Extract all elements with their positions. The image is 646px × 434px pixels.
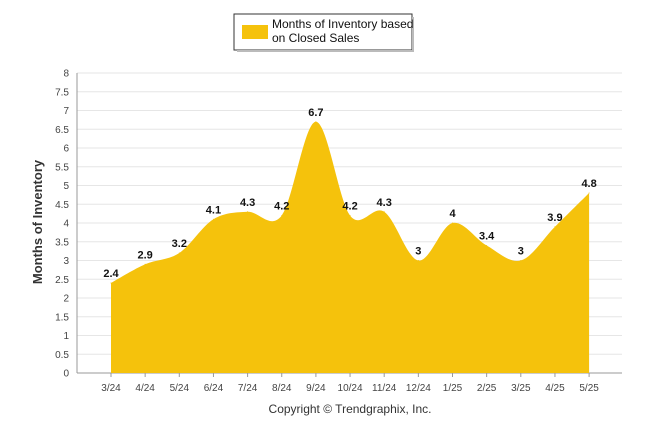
y-tick-label: 6 [63,144,69,155]
data-label: 3.2 [172,238,187,250]
data-label: 3 [518,246,524,258]
y-tick-label: 3 [63,256,69,267]
legend-swatch [242,25,268,39]
data-label: 4.2 [274,201,289,213]
y-tick-label: 5.5 [55,162,69,173]
y-axis-title: Months of Inventory [30,159,45,284]
x-tick-label: 4/25 [545,383,565,394]
y-tick-labels: 0 0.5 1 1.5 2 2.5 3 3.5 4 4.5 5 5.5 6 6.5 7 7.5 8 [55,69,69,380]
data-point [588,192,590,194]
copyright-credit: Copyright © Trendgraphix, Inc. [269,402,432,416]
data-label: 3.4 [479,231,495,243]
data-point [178,252,180,254]
data-label: 4.1 [206,204,221,216]
data-label: 3.9 [547,212,562,224]
y-tick-label: 8 [63,69,69,80]
data-point [520,260,522,261]
y-tick-label: 5 [63,181,69,192]
data-point [349,215,351,216]
area-series [111,121,590,373]
x-tick-label: 8/24 [272,383,292,394]
legend-line-1: Months of Inventory based [272,17,413,31]
data-label: 4.2 [342,201,357,213]
data-label: 4.3 [377,197,392,209]
y-tick-label: 1.5 [55,312,69,323]
legend-line-2: on Closed Sales [272,31,359,45]
x-tick-label: 11/24 [372,383,397,394]
x-tick-label: 10/24 [338,383,363,394]
data-point [247,211,249,213]
data-point [452,222,453,224]
y-tick-label: 3.5 [55,237,69,248]
x-tick-label: 1/25 [443,383,463,394]
data-label: 2.4 [103,268,119,280]
y-tick-label: 7 [63,106,69,117]
legend-box-shadow [412,17,414,52]
y-tick-label: 4 [63,219,69,230]
data-point [383,211,385,213]
x-tick-label: 7/24 [238,383,258,394]
x-tick-label: 5/25 [579,383,599,394]
data-label: 3 [415,246,421,258]
x-tick-label: 9/24 [306,383,326,394]
y-tick-label: 2.5 [55,275,69,286]
legend: Months of Inventory based on Closed Sale… [233,13,414,52]
x-tick-label: 5/24 [170,383,190,394]
data-label: 6.7 [308,107,323,119]
x-tick-label: 6/24 [204,383,224,394]
x-tick-label: 12/24 [406,383,431,394]
y-tick-label: 0 [63,369,69,380]
data-label: 4.3 [240,197,255,209]
y-tick-label: 6.5 [55,125,69,136]
data-label: 4 [449,208,456,220]
data-point [281,215,283,216]
x-tick-label: 2/25 [477,383,497,394]
x-tick-label: 3/25 [511,383,531,394]
legend-box-shadow-bottom [237,50,414,52]
data-labels: 2.4 2.9 3.2 4.1 4.3 4.2 6.7 4.2 4.3 3 4 3.4 3 3.9 4.8 [103,107,597,284]
data-point [144,263,146,265]
data-point [417,260,419,261]
data-point [110,282,112,284]
data-point [212,218,214,220]
area-fill [111,121,590,373]
data-label: 4.8 [581,178,596,190]
data-label: 2.9 [138,249,153,261]
y-tick-label: 7.5 [55,87,69,98]
y-tick-label: 4.5 [55,200,69,211]
y-tick-label: 0.5 [55,350,69,361]
y-tick-label: 2 [63,294,69,305]
y-tick-label: 1 [63,331,69,342]
data-point [315,121,317,123]
x-tick-labels: 3/24 4/24 5/24 6/24 7/24 8/24 9/24 10/24 11/24 12… [101,373,599,394]
x-tick-label: 4/24 [135,383,155,394]
x-tick-label: 3/24 [101,383,121,394]
data-point [554,226,556,228]
data-point [486,245,488,246]
